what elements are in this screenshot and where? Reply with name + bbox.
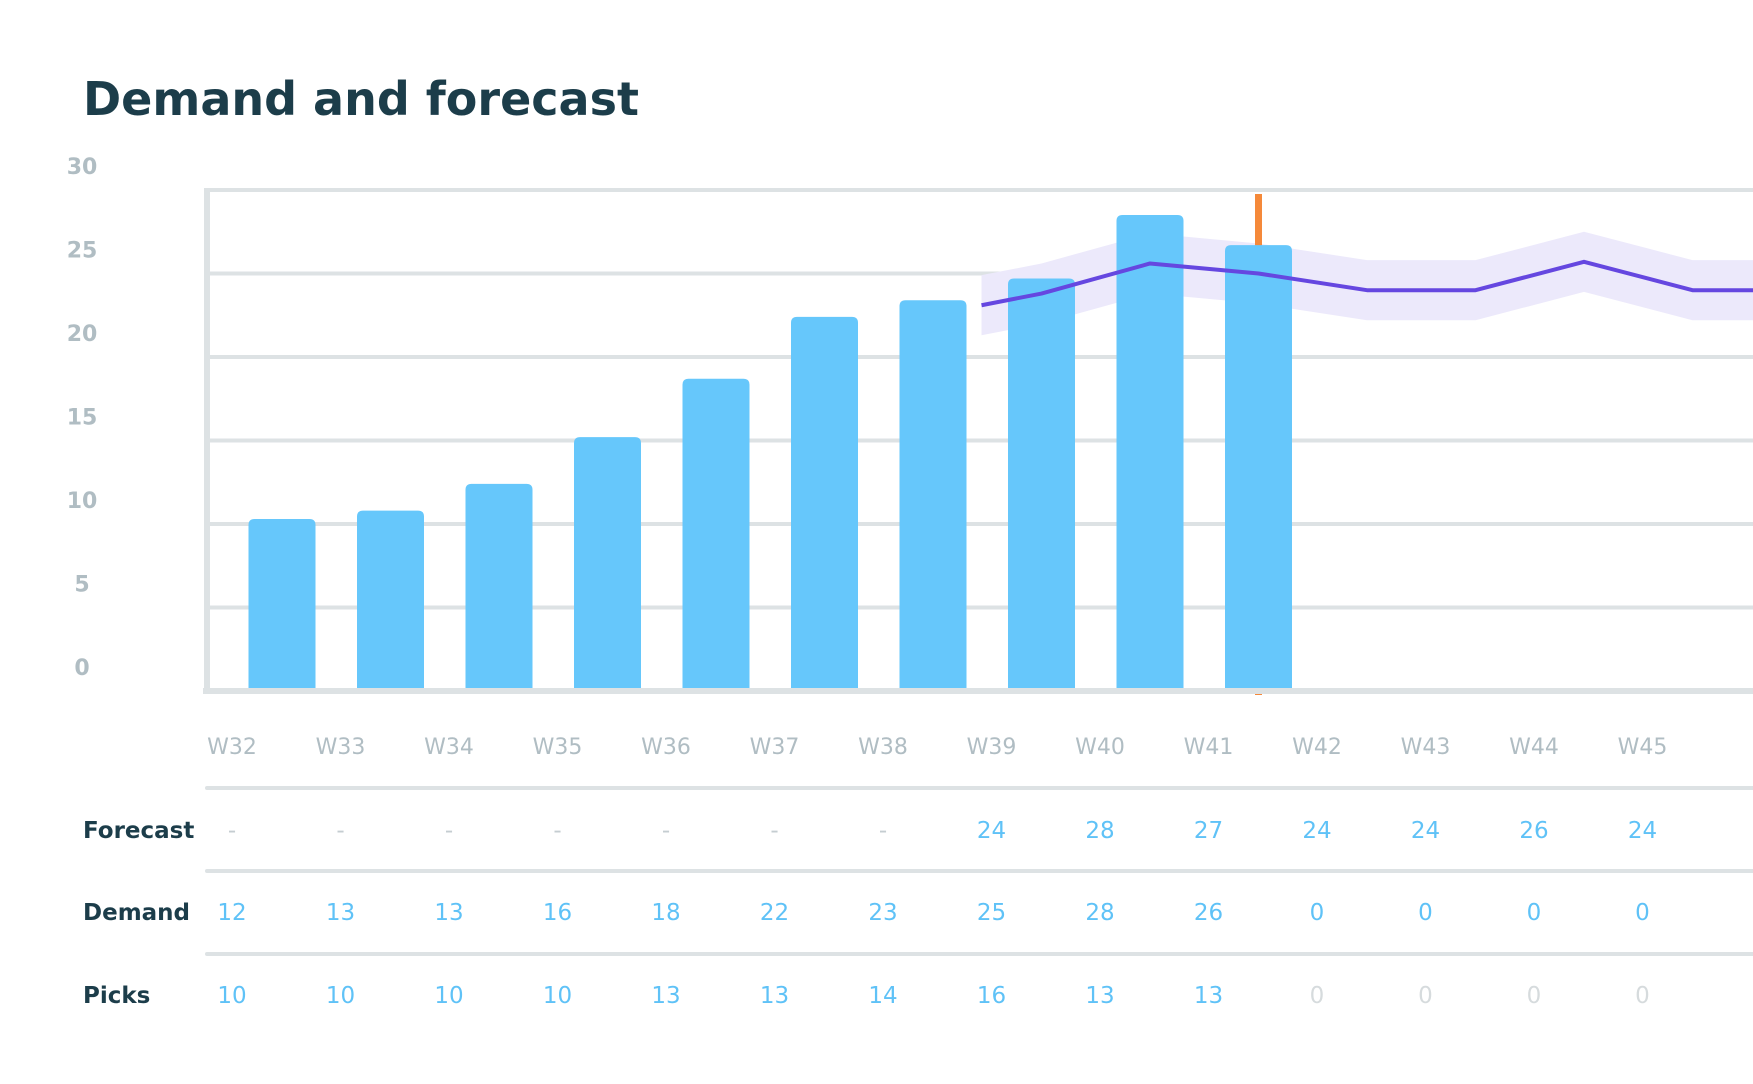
- forecast-confidence-band: [981, 231, 1753, 336]
- table-cell: 26: [1194, 900, 1223, 926]
- y-tick-label: 0: [74, 656, 89, 681]
- table-cell: 16: [977, 983, 1006, 1009]
- y-tick-label: 10: [67, 489, 98, 514]
- table-cell: 23: [868, 900, 897, 926]
- table-cell: 13: [326, 900, 355, 926]
- table-cell: 12: [217, 900, 246, 926]
- demand-bar-W37: [791, 316, 858, 688]
- table-cell: 10: [434, 983, 463, 1009]
- table-cell: 28: [1085, 818, 1114, 844]
- x-tick-label: W43: [1401, 735, 1451, 760]
- table-cell: 0: [1418, 900, 1433, 926]
- table-cell: -: [228, 818, 236, 844]
- table-cell: -: [445, 818, 453, 844]
- table-cell: 24: [1411, 818, 1440, 844]
- table-cell: 22: [760, 900, 789, 926]
- table-cell: 18: [651, 900, 680, 926]
- table-cell: 10: [217, 983, 246, 1009]
- demand-bar-W39: [1008, 278, 1075, 688]
- x-tick-label: W34: [424, 735, 474, 760]
- table-cell: 25: [977, 900, 1006, 926]
- x-tick-label: W40: [1075, 735, 1125, 760]
- table-cell: 10: [543, 983, 572, 1009]
- y-tick-label: 15: [67, 406, 98, 431]
- table-cell: 10: [326, 983, 355, 1009]
- table-cell: 0: [1418, 983, 1433, 1009]
- row-label-picks: Picks: [83, 983, 150, 1009]
- table-cell: 28: [1085, 900, 1114, 926]
- table-cell: 13: [651, 983, 680, 1009]
- table-cell: 27: [1194, 818, 1223, 844]
- y-tick-label: 25: [67, 239, 98, 264]
- demand-bar-W33: [357, 510, 424, 688]
- table-cell: 16: [543, 900, 572, 926]
- table-cell: 0: [1527, 983, 1542, 1009]
- x-tick-label: W45: [1618, 735, 1668, 760]
- table-cell: 0: [1635, 983, 1650, 1009]
- x-tick-label: W32: [207, 735, 257, 760]
- table-cell: 13: [1085, 983, 1114, 1009]
- x-tick-label: W38: [858, 735, 908, 760]
- table-cell: 0: [1310, 900, 1325, 926]
- table-cell: 24: [1628, 818, 1657, 844]
- demand-bar-W34: [465, 483, 533, 688]
- table-cell: 0: [1527, 900, 1542, 926]
- row-label-demand: Demand: [83, 900, 190, 926]
- table-cell: 24: [1302, 818, 1331, 844]
- demand-bar-W32: [248, 518, 316, 688]
- x-tick-label: W44: [1509, 735, 1559, 760]
- x-tick-label: W33: [316, 735, 366, 760]
- table-cell: -: [879, 818, 887, 844]
- y-tick-label: 20: [67, 322, 98, 347]
- demand-bar-W36: [682, 378, 750, 688]
- forecast-line: [981, 259, 1753, 308]
- x-tick-label: W41: [1184, 735, 1234, 760]
- y-tick-label: 30: [67, 155, 98, 180]
- table-cell: 13: [434, 900, 463, 926]
- chart-title: Demand and forecast: [83, 72, 639, 126]
- table-cell: 24: [977, 818, 1006, 844]
- demand-bar-W35: [574, 437, 641, 688]
- x-tick-label: W39: [967, 735, 1017, 760]
- table-cell: 13: [760, 983, 789, 1009]
- demand-bar-W41: [1225, 245, 1292, 689]
- table-cell: 0: [1635, 900, 1650, 926]
- table-cell: -: [553, 818, 561, 844]
- x-tick-label: W42: [1292, 735, 1342, 760]
- table-cell: 26: [1519, 818, 1548, 844]
- table-cell: 0: [1310, 983, 1325, 1009]
- x-tick-label: W35: [533, 735, 583, 760]
- table-cell: -: [336, 818, 344, 844]
- x-tick-label: W37: [750, 735, 800, 760]
- table-cell: 14: [868, 983, 897, 1009]
- table-cell: -: [662, 818, 670, 844]
- row-label-forecast: Forecast: [83, 818, 194, 844]
- table-cell: -: [770, 818, 778, 844]
- demand-bar-W40: [1116, 215, 1184, 689]
- table-cell: 13: [1194, 983, 1223, 1009]
- demand-bar-W38: [899, 300, 967, 688]
- x-tick-label: W36: [641, 735, 691, 760]
- y-tick-label: 5: [74, 573, 89, 598]
